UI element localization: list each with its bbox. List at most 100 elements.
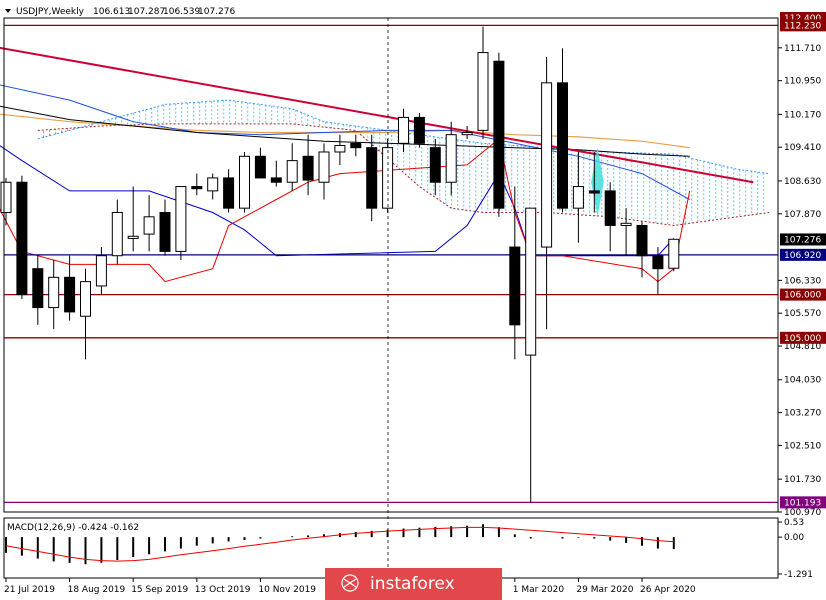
price-panel bbox=[0, 24, 778, 504]
price-tag-box bbox=[780, 496, 826, 509]
price-tag-box bbox=[780, 288, 826, 301]
y-tick-label: 102.510 bbox=[784, 441, 821, 451]
price-tag-label: 105.000 bbox=[784, 334, 821, 344]
y-tick-label: 110.950 bbox=[784, 77, 821, 87]
price-tag-label: 112.230 bbox=[784, 21, 821, 31]
watermark-text: instaforex bbox=[370, 574, 455, 594]
candle-body bbox=[32, 268, 44, 309]
y-tick-label: 110.170 bbox=[784, 110, 821, 120]
candle-body bbox=[445, 134, 457, 183]
candle-body bbox=[143, 216, 155, 235]
candle-body bbox=[207, 177, 219, 192]
candle-body bbox=[48, 276, 60, 309]
candle-body bbox=[334, 144, 346, 153]
price-tag-label: 112.400 bbox=[784, 14, 821, 24]
macd-signal-line bbox=[5, 526, 674, 562]
watermark-box bbox=[325, 568, 502, 600]
y-tick-label: 101.730 bbox=[784, 475, 821, 485]
candle-body bbox=[254, 155, 266, 179]
candle-body bbox=[302, 155, 314, 181]
x-tick-label: 1 Mar 2020 bbox=[513, 585, 565, 595]
macd-tick-label: 0.53 bbox=[784, 518, 804, 528]
candle-body bbox=[366, 147, 378, 209]
candle-body bbox=[223, 177, 235, 209]
price-tag-label: 106.920 bbox=[784, 251, 821, 261]
candle-body bbox=[95, 255, 107, 287]
blue-moving-average bbox=[0, 84, 690, 200]
y-tick-label: 109.410 bbox=[784, 143, 821, 153]
y-tick-label: 103.270 bbox=[784, 409, 821, 419]
y-tick-label: 106.330 bbox=[784, 276, 821, 286]
candle-body bbox=[318, 151, 330, 183]
candle-body bbox=[16, 181, 28, 296]
menu-triangle-icon[interactable] bbox=[5, 9, 11, 13]
price-tag-label: 106.000 bbox=[784, 291, 821, 301]
low-value: 106.539 bbox=[163, 7, 200, 17]
y-tick-label: 105.570 bbox=[784, 309, 821, 319]
candle-body bbox=[429, 147, 441, 183]
candle-body bbox=[191, 186, 203, 190]
candle-body bbox=[413, 116, 425, 144]
y-tick-label: 111.710 bbox=[784, 44, 821, 54]
macd-panel bbox=[5, 524, 675, 565]
candle-body bbox=[127, 235, 139, 239]
cloud-span-b bbox=[37, 123, 770, 227]
candle-body bbox=[111, 211, 123, 257]
candle-body bbox=[493, 60, 505, 209]
candle-body bbox=[382, 147, 394, 209]
price-tag-box bbox=[780, 19, 826, 32]
candle-body bbox=[636, 224, 648, 257]
candle-body bbox=[270, 177, 282, 183]
candle-body bbox=[509, 246, 521, 326]
open-value: 106.613 bbox=[93, 7, 130, 17]
price-tag-box bbox=[780, 331, 826, 344]
macd-tick-label: 0.00 bbox=[784, 533, 804, 543]
candle-body bbox=[477, 52, 489, 131]
x-tick-label: 21 Jul 2019 bbox=[4, 585, 55, 595]
candle-body bbox=[0, 181, 12, 213]
price-tag-label: 107.276 bbox=[784, 235, 821, 245]
candle-body bbox=[557, 82, 568, 209]
candle-body bbox=[461, 132, 473, 136]
candle-body bbox=[541, 82, 553, 248]
x-tick-label: 26 Apr 2020 bbox=[640, 585, 696, 595]
tenkan-line bbox=[0, 138, 691, 283]
candle-body bbox=[572, 186, 584, 209]
candle-body bbox=[652, 255, 664, 270]
price-tag-label: 101.193 bbox=[784, 498, 821, 508]
candle-body bbox=[64, 276, 76, 313]
y-tick-label: 100.970 bbox=[784, 508, 821, 518]
candle-body bbox=[398, 116, 409, 144]
axes-layer: 111.710 110.950 110.170 109.410 108.630 107.8… bbox=[3, 12, 826, 595]
candle-body bbox=[350, 142, 362, 149]
x-tick-label: 10 Nov 2019 bbox=[258, 585, 316, 595]
candle-body bbox=[604, 190, 616, 226]
x-tick-label: 29 Mar 2020 bbox=[576, 585, 633, 595]
x-tick-label: 13 Oct 2019 bbox=[195, 585, 251, 595]
trendline bbox=[0, 46, 754, 184]
candle-body bbox=[239, 155, 250, 209]
y-tick-label: 104.810 bbox=[784, 342, 821, 352]
candle-body bbox=[80, 281, 91, 317]
watermark: instaforex bbox=[325, 568, 502, 600]
y-tick-label: 104.030 bbox=[784, 376, 821, 386]
price-panel-frame bbox=[3, 17, 779, 513]
candle-body bbox=[286, 160, 298, 183]
x-tick-label: 15 Sep 2019 bbox=[131, 585, 188, 595]
price-tag-box bbox=[780, 233, 826, 246]
macd-label: MACD(12,26,9) -0.424 -0.162 bbox=[7, 523, 139, 533]
y-tick-label: 107.870 bbox=[784, 210, 821, 220]
chart-title: USDJPY,Weekly bbox=[16, 7, 85, 17]
candle-body bbox=[588, 190, 600, 194]
candle-body bbox=[668, 238, 680, 269]
high-value: 107.287 bbox=[128, 7, 165, 17]
candle-body bbox=[620, 222, 632, 226]
logo-icon bbox=[341, 574, 359, 592]
candle-body bbox=[175, 186, 187, 252]
candle-body bbox=[525, 207, 537, 356]
price-tag-box bbox=[780, 248, 826, 261]
chart-header: USDJPY,Weekly 106.613 107.287 106.539 10… bbox=[5, 7, 235, 17]
candle-body bbox=[159, 211, 171, 252]
